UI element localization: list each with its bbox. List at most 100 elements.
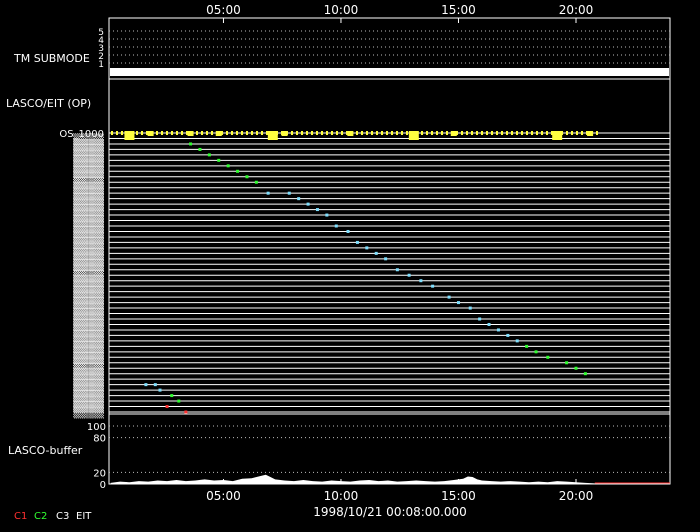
x-tick-label-top: 20:00 xyxy=(559,3,594,17)
tm-tick-label: 4 xyxy=(98,36,104,46)
x-tick-label-bottom: 15:00 xyxy=(441,489,476,503)
row-label-glyph: ▒▒▒▒ xyxy=(73,313,104,326)
status-marker-small xyxy=(147,131,154,136)
observation-point xyxy=(144,383,148,387)
observation-point xyxy=(346,229,350,233)
row-label-glyph: ▒▒▒▒ xyxy=(73,275,104,288)
row-label-glyph: ▒▒▒▒ xyxy=(73,308,104,321)
buffer-y-tick-label: 20 xyxy=(93,468,106,479)
status-marker-big xyxy=(124,131,135,140)
timestamp-label: 1998/10/21 00:08:00.000 xyxy=(313,505,467,519)
buffer-y-tick-label: 100 xyxy=(87,422,106,433)
row-label-glyph: ▒▒▒▒ xyxy=(73,209,104,222)
observation-point xyxy=(431,284,435,288)
observation-point xyxy=(287,191,291,195)
status-markers xyxy=(111,131,600,140)
row-label: OS_1000 xyxy=(59,129,104,140)
observation-point xyxy=(165,405,169,409)
observation-point xyxy=(525,344,529,348)
observation-point xyxy=(515,339,519,343)
status-marker-small xyxy=(587,131,594,136)
status-marker-big xyxy=(267,131,278,140)
observation-point xyxy=(198,147,202,151)
row-label-glyph: ▒▒▒▒ xyxy=(73,269,104,282)
row-label-glyph: ▒▒▒▒ xyxy=(73,215,104,228)
row-label-glyph: ▒▒▒▒ xyxy=(73,204,104,217)
observation-rows xyxy=(109,132,670,413)
observation-point xyxy=(170,394,174,398)
buffer-y-tick-label: 0 xyxy=(100,480,106,491)
row-label-glyph: ▒▒▒▒ xyxy=(73,198,104,211)
row-label-glyph: ▒▒▒▒ xyxy=(73,373,104,386)
observation-point xyxy=(384,257,388,261)
observation-point xyxy=(189,142,193,146)
observation-point xyxy=(534,350,538,354)
row-label-glyph: ▒▒▒▒ xyxy=(73,231,104,244)
row-label-glyph: ▒▒▒▒ xyxy=(73,154,104,167)
observation-point xyxy=(325,213,329,217)
row-label-glyph: ▒▒▒▒ xyxy=(73,258,104,271)
x-tick-label-bottom: 10:00 xyxy=(324,489,359,503)
row-label-glyph: ▒▒▒▒ xyxy=(73,225,104,238)
row-label-glyph: ▒▒▒▒ xyxy=(73,143,104,156)
row-label-glyph: ▒▒▒▒ xyxy=(73,160,104,173)
observation-point xyxy=(297,197,301,201)
row-label-glyph: ▒▒▒▒ xyxy=(73,324,104,337)
row-label-glyph: ▒▒▒▒ xyxy=(73,286,104,299)
row-label-glyph: ▒▒▒▒ xyxy=(73,242,104,255)
legend-eit: EIT xyxy=(76,511,92,522)
row-label-glyph: ▒▒▒▒ xyxy=(73,357,104,370)
status-marker-small xyxy=(187,131,194,136)
observation-point xyxy=(226,164,230,168)
x-tick-label-bottom: 05:00 xyxy=(206,489,241,503)
status-marker-small xyxy=(281,131,288,136)
status-marker-big xyxy=(408,131,419,140)
lasco-buffer-label: LASCO-buffer xyxy=(8,444,83,457)
row-label-glyph: ▒▒▒▒ xyxy=(73,379,104,392)
row-label-glyph: ▒▒▒▒ xyxy=(73,297,104,310)
observation-point xyxy=(355,240,359,244)
row-label-glyph: ▒▒▒▒ xyxy=(73,318,104,331)
row-label-glyph: ▒▒▒▒ xyxy=(73,220,104,233)
observation-point xyxy=(158,388,162,392)
observation-point xyxy=(419,279,423,283)
row-label-glyph: ▒▒▒▒ xyxy=(73,346,104,359)
observation-point xyxy=(184,410,188,414)
observation-point xyxy=(306,202,310,206)
row-label-glyph: ▒▒▒▒ xyxy=(73,193,104,206)
observation-point xyxy=(177,399,181,403)
legend-c2: C2 xyxy=(34,511,47,522)
row-label-glyph: ▒▒▒▒ xyxy=(73,340,104,353)
status-marker-big xyxy=(552,131,563,140)
row-label-glyph: ▒▒▒▒ xyxy=(73,329,104,342)
observation-point xyxy=(487,322,491,326)
x-tick-label-top: 05:00 xyxy=(206,3,241,17)
row-label-glyph: ▒▒▒▒ xyxy=(73,390,104,403)
row-label-glyph: ▒▒▒▒ xyxy=(73,176,104,189)
row-label-glyph: ▒▒▒▒ xyxy=(73,395,104,408)
legend: C1 C2 C3 EIT xyxy=(14,511,92,522)
x-tick-label-top: 15:00 xyxy=(441,3,476,17)
buffer-fill-area xyxy=(110,474,595,484)
row-label-glyph: ▒▒▒▒ xyxy=(73,362,104,375)
row-label-glyph: ▒▒▒▒ xyxy=(73,182,104,195)
observation-point xyxy=(407,273,411,277)
observation-point xyxy=(266,191,270,195)
status-marker-small xyxy=(215,131,222,136)
tm-submode-active-bar xyxy=(110,68,669,76)
observation-point xyxy=(447,295,451,299)
row-label-glyph: ▒▒▒▒ xyxy=(73,171,104,184)
legend-c1: C1 xyxy=(14,511,27,522)
row-label-glyph: ▒▒▒▒ xyxy=(73,368,104,381)
observation-point xyxy=(565,361,569,365)
observation-point xyxy=(334,224,338,228)
tm-submode-label: TM SUBMODE xyxy=(13,52,90,65)
tm-tick-label: 1 xyxy=(98,60,104,70)
legend-c3: C3 xyxy=(56,511,69,522)
observation-point xyxy=(506,333,510,337)
tm-tick-label: 3 xyxy=(98,44,104,54)
observation-point xyxy=(236,169,240,173)
observation-point xyxy=(315,208,319,212)
